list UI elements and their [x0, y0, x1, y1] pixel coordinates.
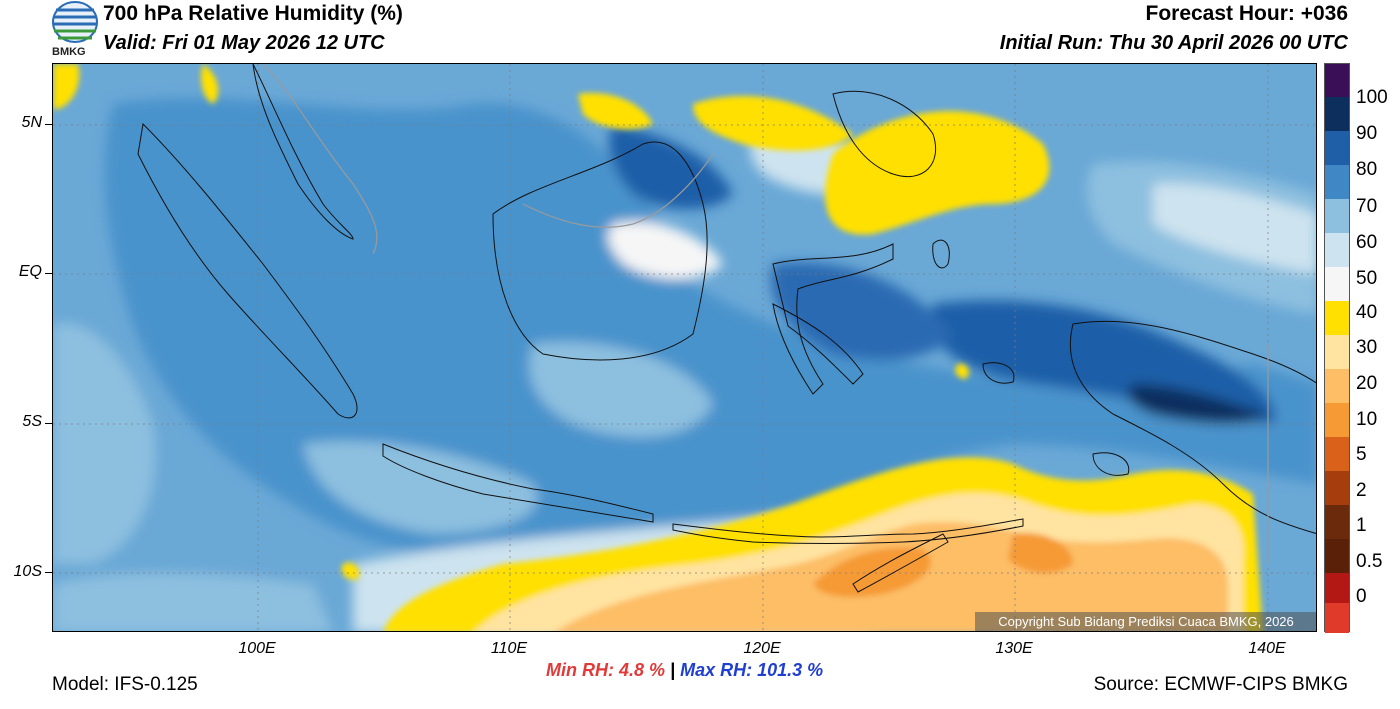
- colorbar-segment: [1325, 505, 1349, 539]
- colorbar-segment: [1325, 573, 1349, 603]
- colorbar-label: 5: [1356, 444, 1367, 465]
- colorbar-label: 60: [1356, 232, 1378, 253]
- colorbar-label: 10: [1356, 409, 1378, 430]
- colorbar-label: 20: [1356, 373, 1378, 394]
- lon-label-110e: 110E: [490, 640, 528, 657]
- lon-label-100e: 100E: [238, 640, 276, 657]
- rh-stats: Min RH: 4.8 % | Max RH: 101.3 %: [546, 660, 823, 681]
- colorbar-segment: [1325, 131, 1349, 165]
- coastline-malay-peninsula: [252, 64, 354, 240]
- lat-tick: [45, 423, 52, 424]
- colorbar-segment: [1325, 403, 1349, 437]
- colorbar-segment: [1325, 437, 1349, 471]
- colorbar-segment: [1325, 301, 1349, 335]
- colorbar-label: 0: [1356, 586, 1367, 607]
- min-rh-label: Min RH:: [546, 660, 614, 680]
- forecast-hour: Forecast Hour: +036: [1145, 2, 1349, 25]
- colorbar-segment: [1325, 199, 1349, 233]
- coastline-papua: [1069, 320, 1316, 534]
- copyright-notice: Copyright Sub Bidang Prediksi Cuaca BMKG…: [975, 612, 1316, 631]
- valid-time: Valid: Fri 01 May 2026 12 UTC: [103, 32, 385, 54]
- colorbar-label: 0.5: [1356, 551, 1383, 572]
- logo-text: BMKG: [52, 46, 86, 58]
- colorbar-segment: [1325, 267, 1349, 301]
- source-info: Source: ECMWF-CIPS BMKG: [1093, 674, 1348, 695]
- colorbar-segment: [1325, 369, 1349, 403]
- lat-label-10s: 10S: [13, 563, 42, 580]
- chart-title: 700 hPa Relative Humidity (%): [103, 2, 403, 25]
- lon-label-130e: 130E: [995, 640, 1033, 657]
- coastline-sulawesi: [772, 243, 894, 395]
- lat-tick: [45, 273, 52, 274]
- colorbar-segment: [1325, 471, 1349, 505]
- model-info: Model: IFS-0.125: [52, 674, 198, 695]
- coastline-sumatra: [137, 122, 358, 419]
- lat-tick: [45, 572, 52, 573]
- max-rh-label: Max RH: 101.3 %: [680, 660, 824, 680]
- coastline-philippines: [832, 90, 937, 178]
- lat-tick: [45, 124, 52, 125]
- coastline-maluku: [932, 239, 950, 269]
- colorbar-label: 1: [1356, 515, 1367, 536]
- colorbar-segment: [1325, 539, 1349, 573]
- coastline-borneo: [492, 141, 708, 361]
- coastline-java: [382, 443, 654, 523]
- colorbar-segment: [1325, 335, 1349, 369]
- colorbar: [1324, 63, 1350, 633]
- colorbar-label: 50: [1356, 268, 1378, 289]
- colorbar-label: 80: [1356, 159, 1378, 180]
- colorbar-label: 2: [1356, 480, 1367, 501]
- bmkg-logo: [50, 0, 100, 60]
- colorbar-label: 40: [1356, 302, 1378, 323]
- lon-label-120e: 120E: [743, 640, 781, 657]
- colorbar-label: 30: [1356, 337, 1378, 358]
- coastline-timor: [852, 533, 949, 593]
- colorbar-segment: [1325, 603, 1349, 633]
- colorbar-label: 100: [1356, 87, 1388, 108]
- lat-label-eq: EQ: [18, 263, 42, 280]
- colorbar-label: 90: [1356, 123, 1378, 144]
- lat-label-5n: 5N: [21, 114, 42, 131]
- colorbar-label: 70: [1356, 196, 1378, 217]
- humidity-map[interactable]: Copyright Sub Bidang Prediksi Cuaca BMKG…: [52, 63, 1317, 632]
- coastline-lesser-sunda: [672, 518, 1024, 544]
- min-rh-value: 4.8 %: [619, 660, 666, 680]
- colorbar-segment: [1325, 64, 1349, 97]
- colorbar-segment: [1325, 97, 1349, 131]
- colorbar-segment: [1325, 165, 1349, 199]
- stats-separator: |: [670, 660, 676, 680]
- lat-label-5s: 5S: [22, 413, 42, 430]
- lon-label-140e: 140E: [1248, 640, 1286, 657]
- humidity-field: [53, 64, 1316, 631]
- initial-run: Initial Run: Thu 30 April 2026 00 UTC: [999, 32, 1348, 54]
- colorbar-segment: [1325, 233, 1349, 267]
